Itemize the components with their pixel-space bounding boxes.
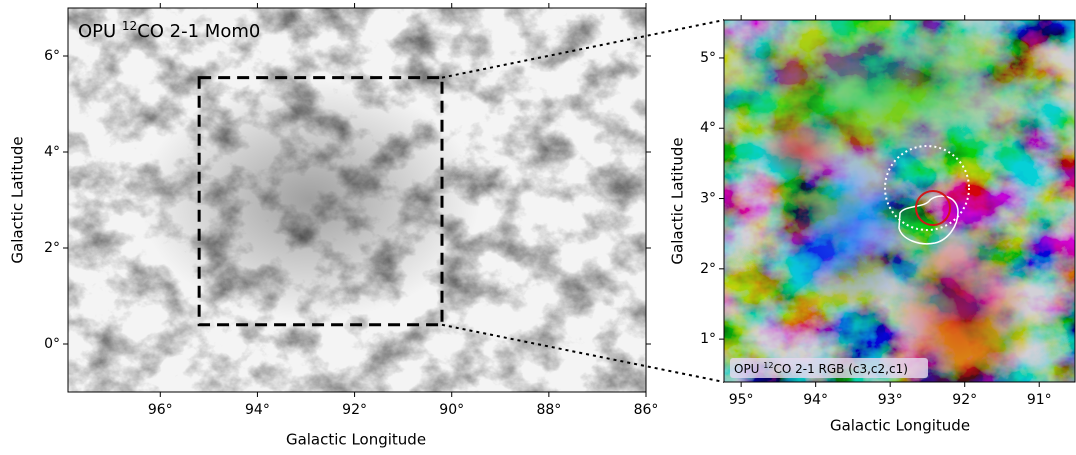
x-axis-label: Galactic Longitude	[830, 417, 970, 435]
y-tick-label: 2°	[44, 240, 60, 256]
x-tick-label: 95°	[729, 392, 754, 408]
x-tick-label: 96°	[148, 402, 173, 418]
zoom-box	[197, 76, 444, 327]
axes-frame	[723, 19, 1076, 383]
y-tick-label: 0°	[44, 336, 60, 352]
rgb-image	[724, 20, 1075, 382]
y-tick-label: 2°	[700, 261, 716, 277]
panel-label: OPU 12CO 2-1 Mom0	[78, 19, 260, 43]
x-tick-label: 92°	[342, 402, 367, 418]
y-tick-label: 3°	[700, 191, 716, 207]
y-tick-label: 4°	[44, 144, 60, 160]
y-axis-label: Galactic Latitude	[669, 137, 687, 264]
x-tick-label: 94°	[803, 392, 828, 408]
mom0-image	[68, 8, 646, 392]
x-tick-label: 86°	[634, 402, 659, 418]
x-tick-label: 94°	[245, 402, 270, 418]
label-box	[730, 358, 928, 378]
y-tick-label: 6°	[44, 48, 60, 64]
panel-label: OPU 12CO 2-1 RGB (c3,c2,c1)	[734, 361, 908, 376]
y-tick-label: 4°	[700, 120, 716, 136]
connector	[441, 19, 725, 79]
y-tick-label: 5°	[700, 50, 716, 66]
x-axis-label: Galactic Longitude	[286, 431, 426, 449]
y-axis-label: Galactic Latitude	[9, 136, 27, 263]
x-tick-label: 93°	[878, 392, 903, 408]
contours	[884, 145, 970, 245]
x-tick-label: 90°	[439, 402, 464, 418]
x-tick-label: 88°	[536, 402, 561, 418]
axes-frame	[67, 7, 647, 393]
x-tick-label: 92°	[952, 392, 977, 408]
x-tick-label: 91°	[1027, 392, 1052, 408]
connector	[441, 323, 725, 383]
y-tick-label: 1°	[700, 331, 716, 347]
